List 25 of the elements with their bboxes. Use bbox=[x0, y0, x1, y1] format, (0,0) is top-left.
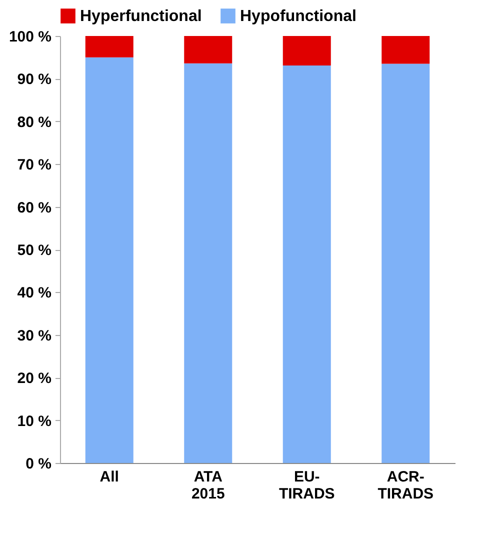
x-tick-label: ACR-TIRADS bbox=[378, 468, 434, 502]
x-tick-label: ATA 2015 bbox=[191, 468, 225, 502]
bar bbox=[184, 36, 232, 64]
y-tick-label: 20 % bbox=[17, 370, 52, 388]
bar bbox=[382, 64, 430, 463]
y-tick-label: 0 % bbox=[26, 456, 52, 472]
y-tick-label: 70 % bbox=[17, 156, 52, 174]
bar bbox=[184, 63, 232, 463]
bar bbox=[282, 65, 331, 463]
x-tick-label: All bbox=[100, 468, 119, 486]
y-tick-label: 80 % bbox=[17, 114, 52, 131]
bar bbox=[85, 36, 134, 58]
x-tick-label: EU-TIRADS bbox=[278, 468, 335, 502]
y-tick-label: 90 % bbox=[17, 71, 52, 88]
y-tick-label: 10 % bbox=[17, 412, 52, 430]
bar bbox=[85, 57, 134, 463]
y-tick-label: 60 % bbox=[17, 199, 52, 216]
legend-label: Hypofunctional bbox=[240, 8, 356, 25]
y-tick-label: 50 % bbox=[17, 242, 52, 259]
bar bbox=[282, 36, 331, 66]
y-tick-label: 40 % bbox=[17, 284, 52, 302]
bar bbox=[382, 36, 430, 64]
y-tick-label: 30 % bbox=[17, 327, 52, 344]
legend-label: Hyperfunctional bbox=[80, 8, 202, 25]
y-tick-label: 100 % bbox=[8, 28, 52, 46]
